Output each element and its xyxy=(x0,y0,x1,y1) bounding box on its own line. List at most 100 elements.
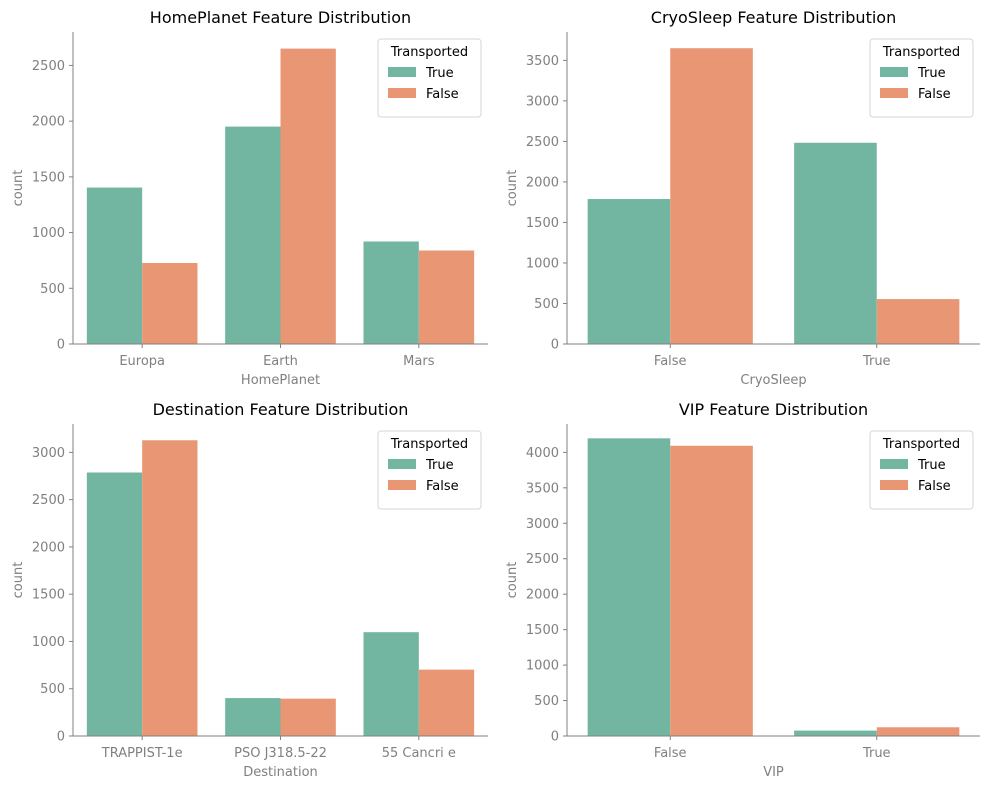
bar-true-1 xyxy=(225,126,281,344)
y-tick-label: 1000 xyxy=(526,256,559,271)
bar-false-1 xyxy=(280,48,336,345)
legend-swatch-false xyxy=(880,88,908,98)
x-axis-label: Destination xyxy=(243,765,318,780)
chart-title: VIP Feature Distribution xyxy=(679,400,868,419)
chart-title: CryoSleep Feature Distribution xyxy=(651,8,896,27)
y-axis-label: count xyxy=(11,562,26,599)
x-tick-label: True xyxy=(862,354,891,369)
legend-swatch-true xyxy=(388,67,416,77)
legend-title: Transported xyxy=(390,45,468,60)
chart-title: Destination Feature Distribution xyxy=(153,400,409,419)
legend-title: Transported xyxy=(882,437,960,452)
y-tick-label: 500 xyxy=(534,694,559,709)
y-tick-label: 0 xyxy=(57,338,65,353)
x-tick-label: Mars xyxy=(403,354,435,369)
y-tick-label: 1000 xyxy=(32,226,65,241)
bar-false-0 xyxy=(142,440,198,736)
bar-true-2 xyxy=(363,632,419,736)
x-tick-label: Earth xyxy=(263,354,298,369)
y-tick-label: 3500 xyxy=(526,481,559,496)
y-tick-label: 2000 xyxy=(526,588,559,603)
x-tick-label: TRAPPIST-1e xyxy=(101,746,183,761)
y-tick-label: 1500 xyxy=(32,588,65,603)
y-tick-label: 500 xyxy=(40,682,65,697)
legend: Transported True False xyxy=(377,430,482,510)
x-tick-label: Europa xyxy=(119,354,165,369)
y-tick-label: 2000 xyxy=(32,540,65,555)
y-tick-label: 0 xyxy=(57,730,65,745)
y-tick-label: 0 xyxy=(551,338,559,353)
bar-false-1 xyxy=(876,727,960,736)
bar-false-0 xyxy=(670,445,753,736)
y-axis-label: count xyxy=(505,562,520,599)
y-tick-label: 1000 xyxy=(32,635,65,650)
bar-true-1 xyxy=(225,698,281,736)
legend-swatch-false xyxy=(388,88,416,98)
legend-swatch-false xyxy=(880,480,908,490)
y-tick-label: 500 xyxy=(40,282,65,297)
legend-label-false: False xyxy=(918,87,951,102)
legend-title: Transported xyxy=(390,437,468,452)
y-tick-label: 2000 xyxy=(526,175,559,190)
bar-true-2 xyxy=(363,241,419,344)
y-tick-label: 3000 xyxy=(32,446,65,461)
x-axis-label: CryoSleep xyxy=(740,373,806,388)
y-tick-label: 1500 xyxy=(526,623,559,638)
y-tick-label: 3500 xyxy=(526,54,559,69)
y-tick-label: 500 xyxy=(534,297,559,312)
y-tick-label: 1000 xyxy=(526,659,559,674)
legend-swatch-true xyxy=(388,459,416,469)
x-tick-label: 55 Cancri e xyxy=(382,746,456,761)
x-tick-label: True xyxy=(862,746,891,761)
x-axis-label: VIP xyxy=(763,765,784,780)
chart-panel-2: Destination Feature Distribution TRAPPIST… xyxy=(11,400,488,780)
bar-true-0 xyxy=(587,199,671,344)
bar-false-0 xyxy=(670,48,753,344)
bar-false-2 xyxy=(418,250,475,344)
bar-true-0 xyxy=(86,472,143,736)
y-tick-label: 1500 xyxy=(32,170,65,185)
y-tick-label: 2500 xyxy=(526,552,559,567)
y-tick-label: 2000 xyxy=(32,115,65,130)
y-tick-label: 2500 xyxy=(32,59,65,74)
legend: Transported True False xyxy=(377,38,482,118)
legend-label-true: True xyxy=(917,458,946,473)
chart-panel-1: CryoSleep Feature Distribution False True 0… xyxy=(505,8,980,388)
y-tick-label: 2500 xyxy=(526,135,559,150)
legend-label-true: True xyxy=(425,66,454,81)
y-tick-label: 2500 xyxy=(32,493,65,508)
bar-true-0 xyxy=(86,187,143,344)
x-tick-label: False xyxy=(654,746,687,761)
y-axis-label: count xyxy=(11,170,26,207)
legend-label-false: False xyxy=(426,479,459,494)
legend-swatch-false xyxy=(388,480,416,490)
y-tick-label: 3000 xyxy=(526,94,559,109)
x-axis-label: HomePlanet xyxy=(241,373,320,388)
x-tick-label: False xyxy=(654,354,687,369)
bar-true-1 xyxy=(794,730,877,736)
y-tick-label: 1500 xyxy=(526,216,559,231)
legend-swatch-true xyxy=(880,459,908,469)
bar-false-2 xyxy=(418,669,475,736)
legend-label-true: True xyxy=(425,458,454,473)
legend-title: Transported xyxy=(882,45,960,60)
bar-false-1 xyxy=(280,698,336,736)
y-tick-label: 3000 xyxy=(526,517,559,532)
legend: Transported True False xyxy=(869,38,974,118)
bar-false-0 xyxy=(142,262,198,344)
bar-false-1 xyxy=(876,299,960,344)
chart-panel-0: HomePlanet Feature Distribution Europa Ear… xyxy=(11,8,488,388)
legend-label-true: True xyxy=(917,66,946,81)
legend-label-false: False xyxy=(426,87,459,102)
y-tick-label: 0 xyxy=(551,730,559,745)
y-axis-label: count xyxy=(505,170,520,207)
legend: Transported True False xyxy=(869,430,974,510)
bar-true-0 xyxy=(587,438,671,736)
legend-label-false: False xyxy=(918,479,951,494)
bar-true-1 xyxy=(794,142,877,344)
legend-swatch-true xyxy=(880,67,908,77)
y-tick-label: 4000 xyxy=(526,446,559,461)
chart-title: HomePlanet Feature Distribution xyxy=(150,8,411,27)
chart-panel-3: VIP Feature Distribution False True 0 500 100… xyxy=(505,400,980,780)
